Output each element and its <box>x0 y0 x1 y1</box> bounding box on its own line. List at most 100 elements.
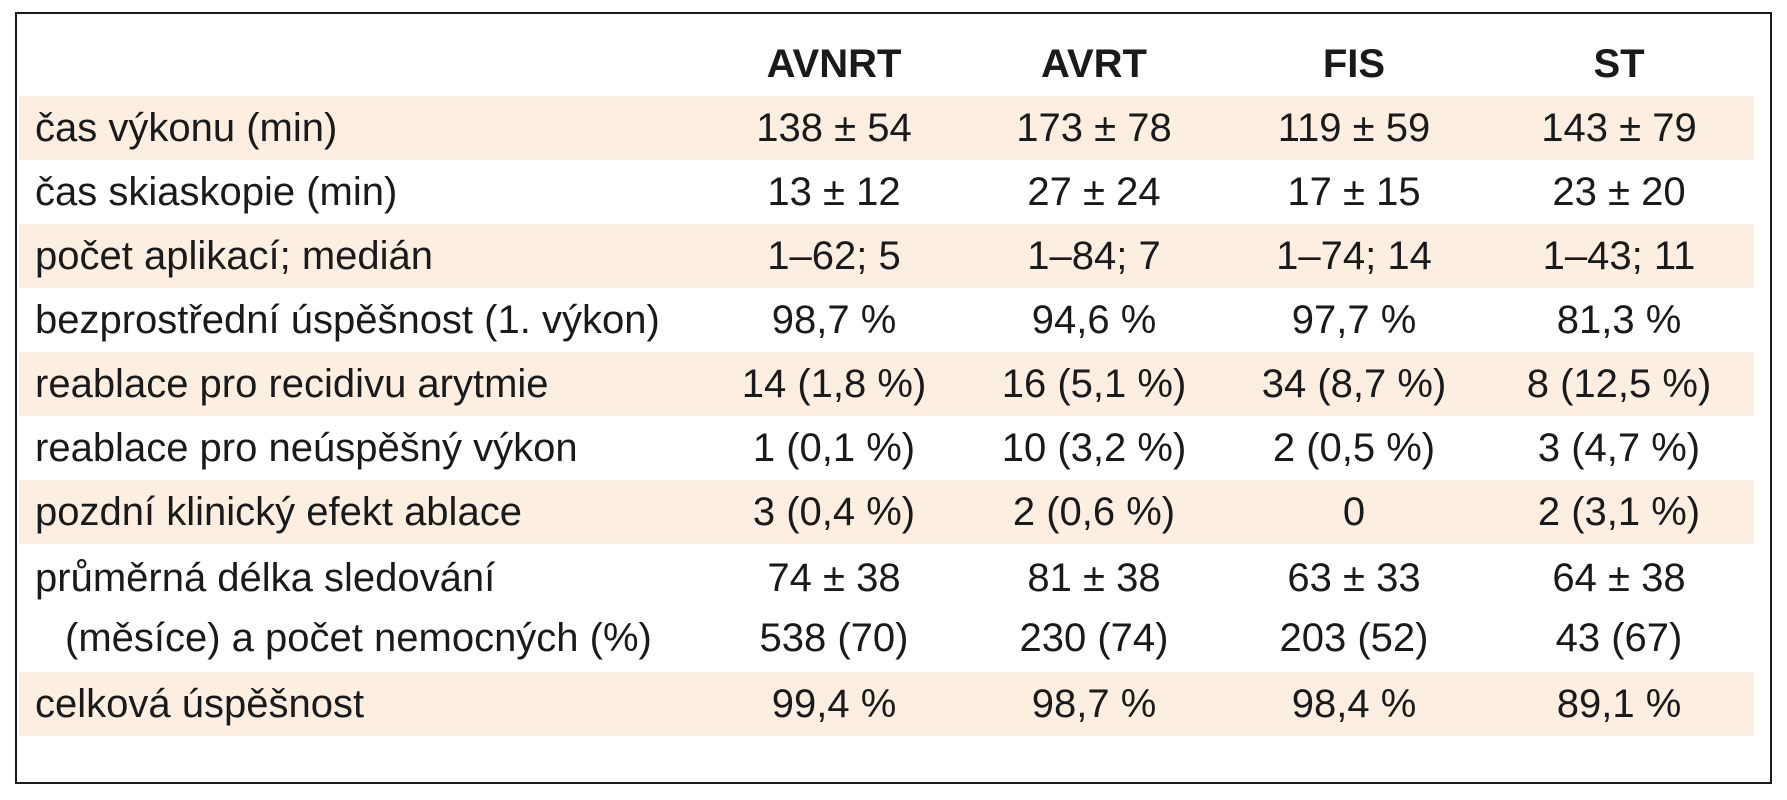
cell-value: 8 (12,5 %) <box>1526 362 1712 406</box>
table-cell-avnrt: 13 ± 12 <box>704 160 964 224</box>
table-cell-fis: 97,7 % <box>1224 288 1484 352</box>
cell-value: 538 (70) <box>759 616 909 660</box>
header-cell-st: ST <box>1593 41 1645 86</box>
cell-value: 143 ± 79 <box>1541 106 1697 150</box>
table-cell-st: 89,1 % <box>1484 672 1754 736</box>
cell-value: 1–84; 7 <box>1027 234 1161 278</box>
table-cell-fis: 1–74; 14 <box>1224 224 1484 288</box>
table-cell-avnrt: 1 (0,1 %) <box>704 416 964 480</box>
cell-value: 2 (3,1 %) <box>1537 490 1701 534</box>
table-cell-avnrt: 99,4 % <box>704 672 964 736</box>
table-cell-fis: 63 ± 33 203 (52) <box>1224 544 1484 672</box>
cell-value: 14 (1,8 %) <box>741 362 927 406</box>
table-row: reablace pro neúspěšný výkon 1 (0,1 %) 10 … <box>19 416 1754 480</box>
cell-value: 63 ± 33 <box>1287 556 1421 600</box>
table-cell-st: 3 (4,7 %) <box>1484 416 1754 480</box>
cell-value: 1 (0,1 %) <box>752 426 916 470</box>
table-cell-st: 64 ± 38 43 (67) <box>1484 544 1754 672</box>
cell-value: 74 ± 38 <box>767 556 901 600</box>
cell-value: 97,7 % <box>1291 298 1417 342</box>
cell-value: 99,4 % <box>771 682 897 726</box>
cell-value: 230 (74) <box>1019 616 1169 660</box>
cell-value: 0 <box>1342 490 1366 534</box>
cell-value: 138 ± 54 <box>756 106 912 150</box>
cell-value: 34 (8,7 %) <box>1261 362 1447 406</box>
cell-value: 27 ± 24 <box>1027 170 1161 214</box>
table-row: čas výkonu (min) 138 ± 54 173 ± 78 119 ± 59… <box>19 96 1754 160</box>
row-label-line: počet aplikací; medián <box>35 234 434 278</box>
table-cell-avnrt: 74 ± 38 538 (70) <box>704 544 964 672</box>
cell-value: 1–62; 5 <box>767 234 901 278</box>
table-cell-avrt: 16 (5,1 %) <box>964 352 1224 416</box>
table-cell-avrt: 10 (3,2 %) <box>964 416 1224 480</box>
cell-value: 1–74; 14 <box>1276 234 1432 278</box>
cell-value: 94,6 % <box>1031 298 1157 342</box>
table-row: počet aplikací; medián 1–62; 5 1–84; 7 1–74… <box>19 224 1754 288</box>
table-cell-avrt: 173 ± 78 <box>964 96 1224 160</box>
cell-value: 2 (0,6 %) <box>1012 490 1176 534</box>
row-label-line: bezprostřední úspěšnost (1. výkon) <box>35 298 660 342</box>
table-cell-st: 23 ± 20 <box>1484 160 1754 224</box>
table-cell-avnrt: 14 (1,8 %) <box>704 352 964 416</box>
table-cell-fis: 0 <box>1224 480 1484 544</box>
table-cell-st: 143 ± 79 <box>1484 96 1754 160</box>
table-cell-st: 2 (3,1 %) <box>1484 480 1754 544</box>
cell-value: 98,4 % <box>1291 682 1417 726</box>
header-cell-avnrt: AVNRT <box>766 41 902 86</box>
row-label: čas skiaskopie (min) <box>19 160 704 224</box>
row-label-line: pozdní klinický efekt ablace <box>35 490 522 534</box>
table-row: čas skiaskopie (min) 13 ± 12 27 ± 24 17 ± 1… <box>19 160 1754 224</box>
cell-value: 43 (67) <box>1555 616 1683 660</box>
table-cell-st: 8 (12,5 %) <box>1484 352 1754 416</box>
table-body: čas výkonu (min) 138 ± 54 173 ± 78 119 ± 59… <box>19 96 1754 736</box>
cell-value: 81 ± 38 <box>1027 556 1161 600</box>
table-cell-fis: 34 (8,7 %) <box>1224 352 1484 416</box>
cell-value: 17 ± 15 <box>1287 170 1421 214</box>
row-label-line: čas skiaskopie (min) <box>35 170 398 214</box>
row-label-line: reablace pro recidivu arytmie <box>35 362 549 406</box>
cell-value: 13 ± 12 <box>767 170 901 214</box>
row-label: pozdní klinický efekt ablace <box>19 480 704 544</box>
table-cell-st: 81,3 % <box>1484 288 1754 352</box>
table-cell-avrt: 98,7 % <box>964 672 1224 736</box>
cell-value: 98,7 % <box>771 298 897 342</box>
table-cell-avnrt: 98,7 % <box>704 288 964 352</box>
table-row: pozdní klinický efekt ablace 3 (0,4 %) 2 (… <box>19 480 1754 544</box>
table-cell-avrt: 27 ± 24 <box>964 160 1224 224</box>
cell-value: 23 ± 20 <box>1552 170 1686 214</box>
row-label-line: (měsíce) a počet nemocných (%) <box>65 616 652 660</box>
row-label-line: reablace pro neúspěšný výkon <box>35 426 578 470</box>
row-label: bezprostřední úspěšnost (1. výkon) <box>19 288 704 352</box>
header-cell-fis: FIS <box>1322 41 1386 86</box>
row-label-line: průměrná délka sledování <box>35 556 496 600</box>
table-row: reablace pro recidivu arytmie 14 (1,8 %) 1… <box>19 352 1754 416</box>
header-row: AVNRT AVRT FIS ST <box>19 32 1754 96</box>
table-cell-fis: 98,4 % <box>1224 672 1484 736</box>
table-cell-avnrt: 138 ± 54 <box>704 96 964 160</box>
cell-value: 173 ± 78 <box>1016 106 1172 150</box>
cell-value: 81,3 % <box>1556 298 1682 342</box>
table-cell-fis: 119 ± 59 <box>1224 96 1484 160</box>
cell-value: 203 (52) <box>1279 616 1429 660</box>
cell-value: 2 (0,5 %) <box>1272 426 1436 470</box>
cell-value: 3 (0,4 %) <box>752 490 916 534</box>
row-label-line: čas výkonu (min) <box>35 106 338 150</box>
cell-value: 16 (5,1 %) <box>1001 362 1187 406</box>
results-table: AVNRT AVRT FIS ST čas výkonu (min) 138 ± … <box>19 32 1754 736</box>
table-cell-avnrt: 3 (0,4 %) <box>704 480 964 544</box>
cell-value: 1–43; 11 <box>1542 234 1696 278</box>
cell-value: 98,7 % <box>1031 682 1157 726</box>
cell-value: 10 (3,2 %) <box>1001 426 1187 470</box>
table-cell-avrt: 1–84; 7 <box>964 224 1224 288</box>
table-cell-avrt: 81 ± 38 230 (74) <box>964 544 1224 672</box>
table-cell-avnrt: 1–62; 5 <box>704 224 964 288</box>
table-row: celková úspěšnost 99,4 % 98,7 % 98,4 % 89,1 … <box>19 672 1754 736</box>
table-cell-avrt: 94,6 % <box>964 288 1224 352</box>
table-row: průměrná délka sledování (měsíce) a počet… <box>19 544 1754 672</box>
header-cell-label <box>19 32 704 96</box>
cell-value: 3 (4,7 %) <box>1537 426 1701 470</box>
cell-value: 119 ± 59 <box>1277 106 1431 150</box>
table-cell-avrt: 2 (0,6 %) <box>964 480 1224 544</box>
row-label: reablace pro neúspěšný výkon <box>19 416 704 480</box>
row-label: počet aplikací; medián <box>19 224 704 288</box>
